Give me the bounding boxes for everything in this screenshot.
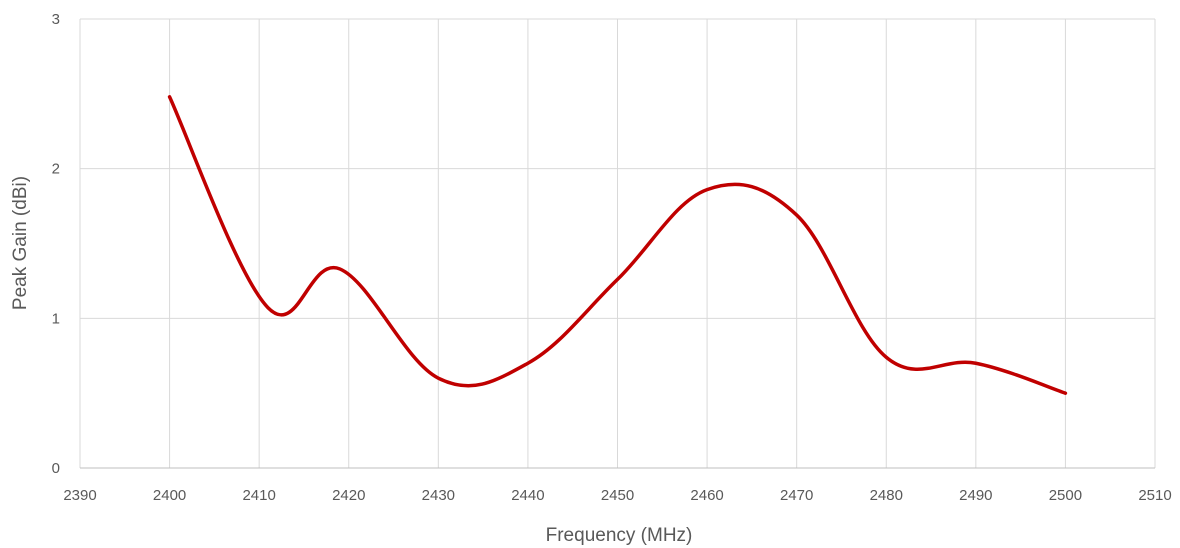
y-tick-label: 0 <box>52 460 60 477</box>
data-point <box>437 377 440 380</box>
x-tick-label: 2390 <box>63 487 96 504</box>
x-tick-label: 2420 <box>332 487 365 504</box>
tick-labels: 2390 2400 2410 2420 2430 2440 2450 2460 2470 2480… <box>52 11 1172 504</box>
gridlines <box>79 18 1156 468</box>
y-tick-label: 2 <box>52 161 60 178</box>
x-tick-label: 2470 <box>780 487 813 504</box>
data-point <box>616 278 619 281</box>
y-axis-title: Peak Gain (dBi) <box>10 176 31 310</box>
x-axis-title: Frequency (MHz) <box>546 525 693 546</box>
x-tick-label: 2490 <box>959 487 992 504</box>
data-point <box>526 362 529 365</box>
x-tick-label: 2480 <box>870 487 903 504</box>
series-line <box>167 95 1068 395</box>
data-point <box>974 362 977 365</box>
data-point <box>795 214 798 217</box>
series-layer <box>167 95 1068 395</box>
x-tick-label: 2450 <box>601 487 634 504</box>
x-tick-label: 2430 <box>422 487 455 504</box>
y-tick-label: 1 <box>52 310 60 327</box>
data-point <box>168 95 171 98</box>
x-tick-label: 2510 <box>1138 487 1171 504</box>
x-tick-label: 2500 <box>1049 487 1082 504</box>
x-tick-label: 2460 <box>690 487 723 504</box>
data-point <box>885 356 888 359</box>
x-tick-label: 2400 <box>153 487 186 504</box>
data-point <box>338 267 341 270</box>
x-tick-label: 2440 <box>511 487 544 504</box>
x-tick-label: 2410 <box>242 487 275 504</box>
data-point <box>1064 392 1067 395</box>
y-tick-label: 3 <box>52 11 60 28</box>
data-point <box>267 306 270 309</box>
data-point <box>706 188 709 191</box>
